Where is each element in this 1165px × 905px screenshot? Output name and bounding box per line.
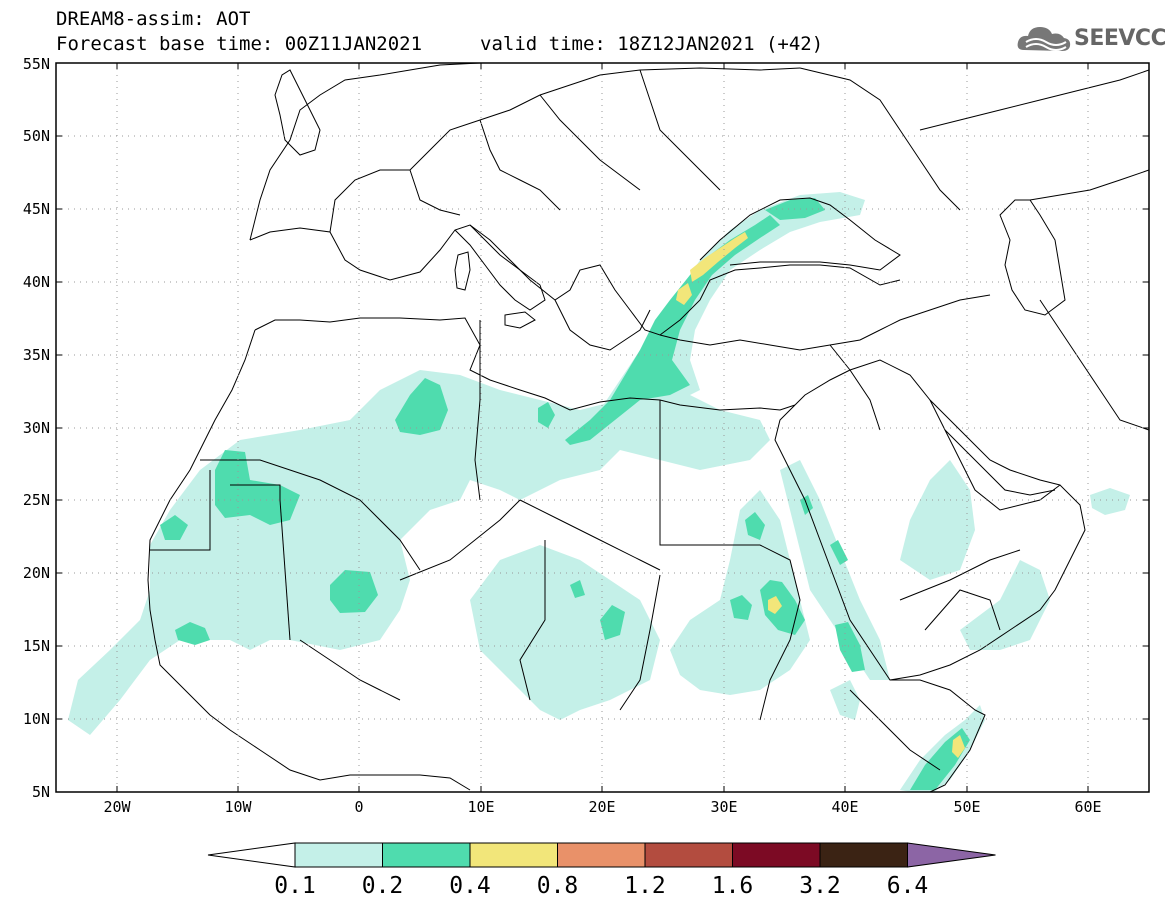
colorbar-segment xyxy=(819,842,908,868)
colorbar-segment xyxy=(469,842,558,868)
colorbar-label: 0.2 xyxy=(362,873,404,899)
cloud-icon xyxy=(1017,27,1071,51)
title-product: DREAM8-assim: AOT xyxy=(56,8,251,30)
aot-fields xyxy=(68,192,1130,792)
longitude-labels: 20W 10W 0 10E 20E 30E 40E 50E 60E xyxy=(103,798,1101,816)
colorbar-segment xyxy=(644,842,733,868)
lon-label: 20E xyxy=(588,798,615,816)
title-base-time: Forecast base time: 00Z11JAN2021 xyxy=(56,33,423,55)
coastlines-borders xyxy=(147,63,1149,792)
logo-text: SEEVCCC xyxy=(1074,26,1165,51)
lat-label: 15N xyxy=(23,637,50,655)
lat-label: 40N xyxy=(23,273,50,291)
colorbar-segment xyxy=(294,842,383,868)
latitude-labels: 55N 50N 45N 40N 35N 30N 25N 20N 15N 10N … xyxy=(23,55,50,801)
lat-label: 30N xyxy=(23,419,50,437)
lat-label: 50N xyxy=(23,127,50,145)
lat-label: 5N xyxy=(32,783,50,801)
colorbar-label: 1.6 xyxy=(712,873,754,899)
lat-label: 25N xyxy=(23,491,50,509)
title-valid-time: valid time: 18Z12JAN2021 (+42) xyxy=(480,33,824,55)
aot-high-field xyxy=(676,232,965,758)
lat-label: 20N xyxy=(23,564,50,582)
colorbar-segment xyxy=(557,842,646,868)
lon-label: 20W xyxy=(103,798,131,816)
lon-label: 30E xyxy=(710,798,737,816)
colorbar-max-triangle xyxy=(907,842,996,868)
tick-marks xyxy=(56,62,1149,793)
colorbar-min-triangle xyxy=(207,842,296,868)
colorbar-segment xyxy=(732,842,821,868)
colorbar-label: 3.2 xyxy=(799,873,841,899)
colorbar-label: 0.1 xyxy=(274,873,316,899)
lat-label: 55N xyxy=(23,55,50,73)
colorbar: 0.1 0.2 0.4 0.8 1.2 1.6 3.2 6.4 xyxy=(207,842,996,899)
lat-label: 10N xyxy=(23,710,50,728)
graticule xyxy=(56,63,1149,792)
lon-label: 50E xyxy=(953,798,980,816)
colorbar-segment xyxy=(382,842,471,868)
lon-label: 40E xyxy=(831,798,858,816)
lat-label: 35N xyxy=(23,346,50,364)
colorbar-label: 0.4 xyxy=(449,873,491,899)
lon-label: 10E xyxy=(467,798,494,816)
lon-label: 60E xyxy=(1074,798,1101,816)
colorbar-label: 0.8 xyxy=(537,873,579,899)
lon-label: 0 xyxy=(354,798,363,816)
seevccc-logo: SEEVCCC xyxy=(1016,22,1165,58)
lat-label: 45N xyxy=(23,200,50,218)
colorbar-label: 1.2 xyxy=(624,873,666,899)
lon-label: 10W xyxy=(224,798,252,816)
colorbar-label: 6.4 xyxy=(887,873,929,899)
